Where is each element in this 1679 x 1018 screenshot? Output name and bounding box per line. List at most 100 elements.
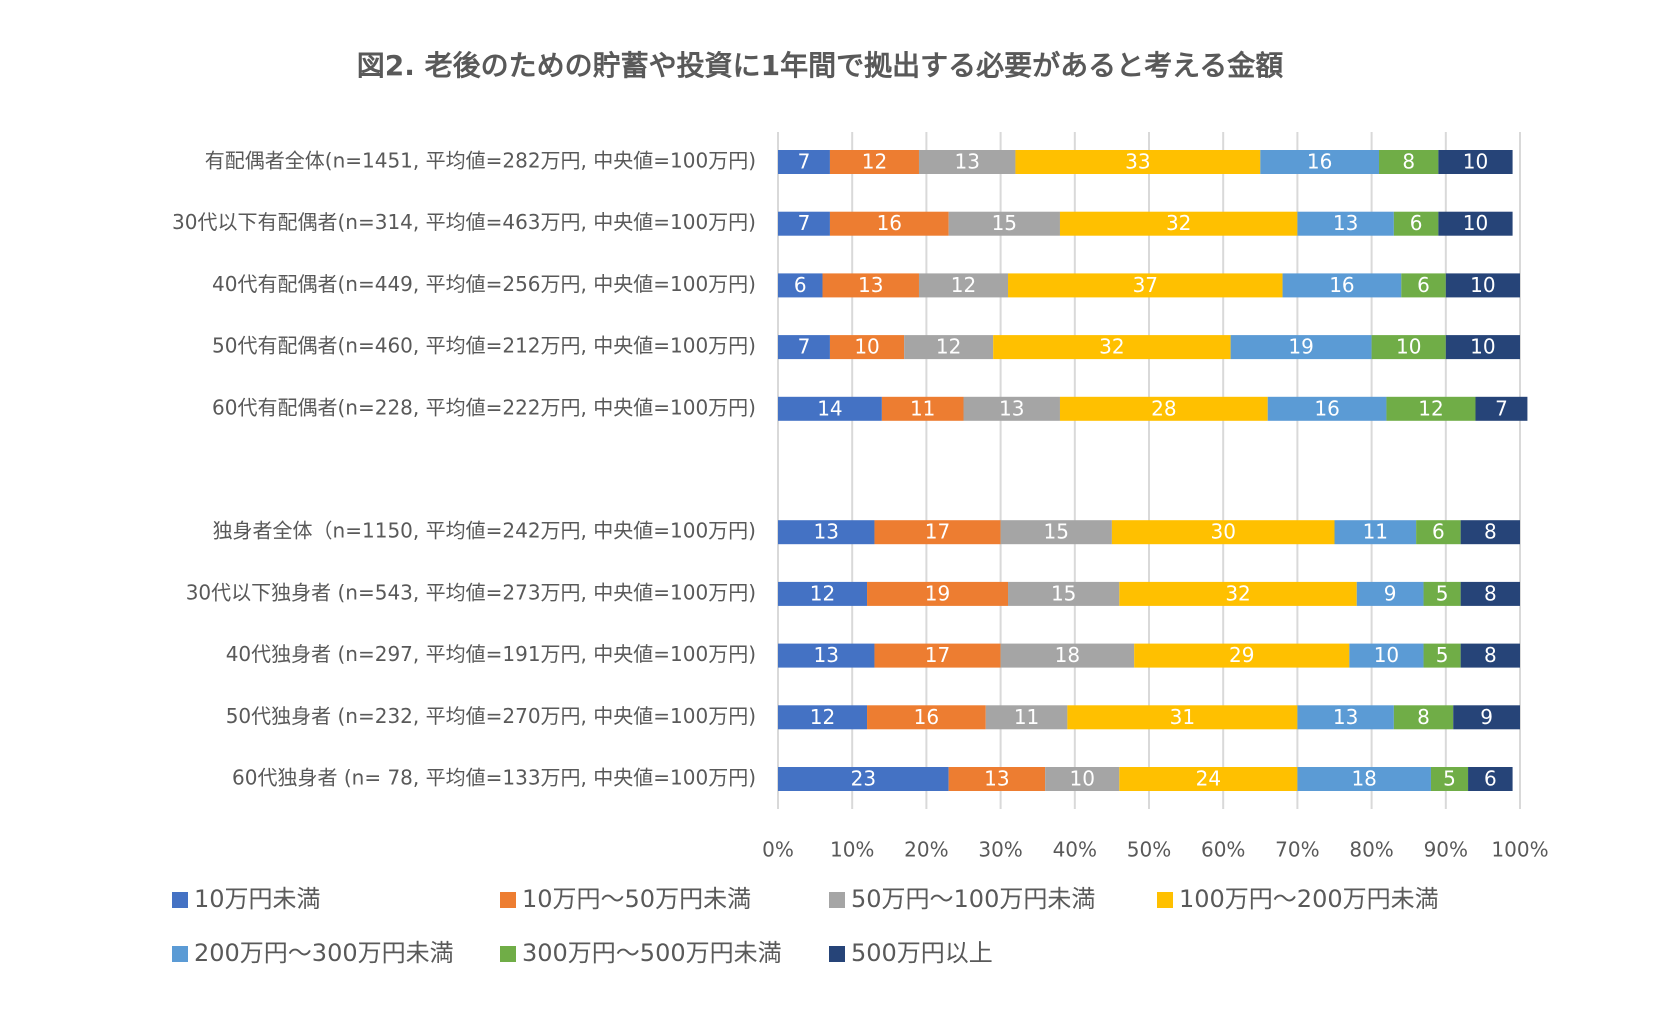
value-label: 13: [858, 273, 883, 297]
value-label: 28: [1151, 396, 1176, 420]
bar-segment: [1430, 767, 1469, 791]
value-label: 11: [1014, 705, 1039, 729]
value-label: 8: [1417, 705, 1430, 729]
value-label: 6: [1432, 520, 1445, 544]
bar-segment: [1008, 581, 1120, 606]
value-label: 13: [954, 150, 979, 174]
value-label: 33: [1125, 150, 1150, 174]
y-tick-label: 30代以下独身者 (n=543, 平均値=273万円, 中央値=100万円): [186, 580, 756, 604]
y-tick-label: 独身者全体（n=1150, 平均値=242万円, 中央値=100万円): [213, 519, 756, 543]
bar-segment: [904, 335, 994, 360]
bar-segment: [1379, 150, 1439, 174]
bar-segment: [1297, 767, 1431, 791]
bar-segment: [918, 273, 1009, 298]
bar-segment: [778, 211, 830, 236]
x-tick-label: 70%: [1275, 838, 1319, 862]
bar-segment: [948, 211, 1060, 236]
legend-label: 100万円～200万円未満: [1179, 885, 1439, 913]
value-label: 16: [877, 211, 902, 235]
value-label: 5: [1436, 581, 1449, 605]
x-tick-label: 40%: [1053, 838, 1097, 862]
bar-segment: [867, 705, 986, 730]
value-label: 16: [1307, 150, 1332, 174]
y-tick-label: 40代有配偶者(n=449, 平均値=256万円, 中央値=100万円): [212, 272, 756, 296]
value-label: 13: [1333, 705, 1358, 729]
bar-segment: [822, 273, 919, 298]
value-label: 10: [1396, 335, 1421, 359]
bar-segment: [881, 396, 964, 421]
value-label: 13: [999, 396, 1024, 420]
value-label: 12: [1418, 396, 1443, 420]
legend-swatch: [829, 892, 845, 908]
bar-segment: [1297, 211, 1394, 236]
value-label: 15: [1051, 581, 1076, 605]
bar-segment: [778, 335, 830, 360]
value-label: 8: [1484, 520, 1497, 544]
bar-segment: [874, 520, 1001, 545]
bar-segment: [1000, 643, 1135, 668]
bar-segment: [1438, 150, 1513, 174]
bar-segment: [1356, 581, 1424, 606]
bar-segment: [1393, 705, 1454, 730]
value-label: 14: [817, 396, 842, 420]
bar-segment: [829, 211, 949, 236]
legend-label: 500万円以上: [851, 939, 993, 967]
x-tick-label: 30%: [978, 838, 1022, 862]
bar-segment: [1059, 396, 1268, 421]
y-tick-label: 60代独身者 (n= 78, 平均値=133万円, 中央値=100万円): [232, 766, 756, 790]
value-label: 18: [1055, 643, 1080, 667]
bar-segment: [1386, 396, 1476, 421]
bar-segment: [778, 520, 875, 545]
x-tick-label: 50%: [1127, 838, 1171, 862]
value-label: 6: [1417, 273, 1430, 297]
x-tick-label: 90%: [1424, 838, 1468, 862]
y-tick-label: 30代以下有配偶者(n=314, 平均値=463万円, 中央値=100万円): [172, 210, 756, 234]
bar-segment: [1460, 520, 1520, 545]
bar-segment: [1267, 396, 1387, 421]
bar-segment: [1445, 273, 1520, 298]
value-label: 17: [925, 643, 950, 667]
bar-segment: [963, 396, 1060, 421]
x-tick-label: 0%: [762, 838, 794, 862]
bar-segment: [778, 705, 868, 730]
bar-segment: [1460, 643, 1520, 668]
x-tick-label: 60%: [1201, 838, 1245, 862]
legend-swatch: [829, 946, 845, 962]
value-label: 6: [1484, 767, 1497, 791]
value-label: 11: [1363, 520, 1388, 544]
bar-segment: [918, 150, 1016, 174]
y-tick-label: 有配偶者全体(n=1451, 平均値=282万円, 中央値=100万円): [205, 149, 756, 173]
bar-segment: [1015, 150, 1261, 174]
bar-segment: [1260, 150, 1380, 174]
bar-segment: [1468, 767, 1513, 791]
value-label: 13: [814, 643, 839, 667]
value-label: 9: [1384, 581, 1397, 605]
value-label: 23: [851, 767, 876, 791]
value-label: 6: [1410, 211, 1423, 235]
value-label: 7: [1495, 396, 1508, 420]
value-label: 15: [992, 211, 1017, 235]
bar-segment: [1008, 273, 1283, 298]
value-label: 10: [854, 335, 879, 359]
bar-segment: [1067, 705, 1298, 730]
value-label: 10: [1463, 211, 1488, 235]
legend-label: 10万円～50万円未満: [522, 885, 751, 913]
bar-segment: [1059, 211, 1298, 236]
value-label: 8: [1402, 150, 1415, 174]
bar-segment: [1423, 643, 1461, 668]
bar-segment: [1371, 335, 1446, 360]
bar-segment: [778, 643, 875, 668]
value-label: 8: [1484, 643, 1497, 667]
value-label: 24: [1196, 767, 1221, 791]
value-label: 6: [794, 273, 807, 297]
bar-segment: [1134, 643, 1350, 668]
legend-swatch: [1157, 892, 1173, 908]
bar-segment: [829, 335, 905, 360]
value-label: 29: [1229, 643, 1254, 667]
legend-label: 300万円～500万円未満: [522, 939, 782, 967]
value-label: 37: [1133, 273, 1158, 297]
y-tick-label: 40代独身者 (n=297, 平均値=191万円, 中央値=100万円): [226, 642, 756, 666]
value-label: 12: [810, 581, 835, 605]
bar-segment: [1230, 335, 1372, 360]
